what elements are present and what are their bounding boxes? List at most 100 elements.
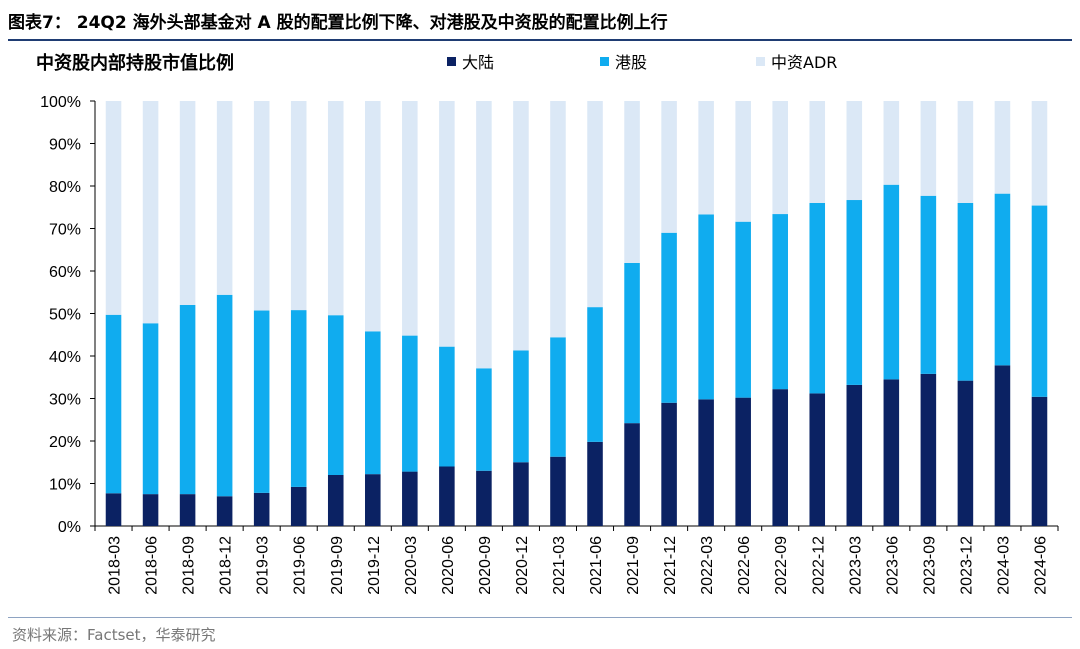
bar-segment-adr <box>402 101 418 336</box>
bar-segment-mainland <box>290 486 307 526</box>
bar-segment-adr <box>735 101 751 222</box>
bar-segment-mainland <box>439 466 455 526</box>
y-tick-label: 0% <box>58 519 81 536</box>
bar-segment-adr <box>846 101 863 201</box>
y-tick-label: 50% <box>49 307 81 324</box>
x-tick-label: 2022-09 <box>773 536 790 595</box>
bar-segment-mainland <box>772 389 788 526</box>
bar-segment-mainland <box>179 494 196 526</box>
bar-segment-hk <box>142 323 159 495</box>
legend-swatch <box>600 57 609 66</box>
x-tick-label: 2022-12 <box>810 536 827 595</box>
source-rule <box>8 617 1072 618</box>
bar-segment-adr <box>994 101 1011 194</box>
bar-segment-mainland <box>809 393 826 526</box>
bar-segment-adr <box>809 101 826 203</box>
legend-label: 大陆 <box>462 53 494 72</box>
source-note: 资料来源：Factset，华泰研究 <box>12 626 216 644</box>
bar-segment-adr <box>883 101 900 185</box>
bar-segment-hk <box>402 335 418 472</box>
bar-segment-hk <box>809 203 826 394</box>
bar-segment-hk <box>994 193 1011 366</box>
y-tick-label: 80% <box>49 179 81 196</box>
figure-title: 图表7： 24Q2 海外头部基金对 A 股的配置比例下降、对港股及中资股的配置比… <box>8 13 668 33</box>
bar-segment-hk <box>216 294 233 497</box>
x-tick-label: 2022-03 <box>699 536 716 595</box>
bar-segment-mainland <box>735 397 751 526</box>
x-tick-label: 2019-03 <box>255 536 272 595</box>
x-tick-label: 2018-03 <box>107 536 124 595</box>
x-tick-label: 2021-09 <box>625 536 642 595</box>
bar-segment-hk <box>698 214 714 400</box>
bar-segment-hk <box>883 184 900 380</box>
bar-segment-hk <box>179 305 196 495</box>
bar-segment-hk <box>587 307 603 442</box>
legend: 大陆 港股 中资ADR <box>447 53 837 72</box>
bar-segment-mainland <box>624 423 640 526</box>
bar-segment-adr <box>365 101 381 332</box>
legend-item-mainland: 大陆 <box>447 53 494 72</box>
bar-segment-mainland <box>365 474 381 526</box>
bar-segment-hk <box>439 346 455 467</box>
x-tick-label: 2024-03 <box>995 536 1012 595</box>
y-axis: 0% 10% 20% 30% 40% 50% 60% 70% 80% 90% 100% <box>40 94 96 536</box>
bar-segment-adr <box>476 101 492 369</box>
bar-segment-adr <box>290 101 307 311</box>
bar-segment-adr <box>698 101 714 215</box>
y-tick-label: 100% <box>40 94 81 111</box>
bar-segment-mainland <box>402 471 418 526</box>
x-tick-label: 2018-12 <box>218 536 235 595</box>
bar-segment-adr <box>253 101 270 311</box>
bar-segment-mainland <box>327 475 344 526</box>
bar-segment-hk <box>920 195 937 374</box>
bar-segment-adr <box>179 101 196 305</box>
bar-segment-hk <box>290 310 307 487</box>
legend-item-hk: 港股 <box>600 53 647 72</box>
x-tick-label: 2020-09 <box>477 536 494 595</box>
bar-segment-adr <box>772 101 788 215</box>
x-tick-label: 2019-09 <box>329 536 346 595</box>
bar-segment-mainland <box>587 441 603 526</box>
bar-segment-adr <box>327 101 344 316</box>
y-tick-label: 30% <box>49 392 81 409</box>
bar-segment-hk <box>476 368 492 471</box>
bar-segment-hk <box>846 200 863 385</box>
title-rule <box>8 39 1072 41</box>
bar-segment-hk <box>772 214 788 390</box>
bar-segment-mainland <box>698 399 714 526</box>
legend-swatch <box>447 57 456 66</box>
bar-segment-mainland <box>957 380 974 526</box>
bar-segment-mainland <box>883 379 900 526</box>
bar-segment-mainland <box>1031 396 1048 526</box>
y-tick-label: 60% <box>49 264 81 281</box>
x-tick-label: 2023-06 <box>884 536 901 595</box>
x-tick-label: 2021-06 <box>588 536 605 595</box>
x-tick-label: 2023-12 <box>958 536 975 595</box>
x-tick-label: 2021-12 <box>662 536 679 595</box>
x-tick-label: 2022-06 <box>736 536 753 595</box>
y-tick-label: 90% <box>49 137 81 154</box>
legend-swatch <box>756 57 765 66</box>
bar-segment-hk <box>1031 205 1048 397</box>
bar-segment-mainland <box>476 470 492 526</box>
bar-segment-hk <box>513 350 529 463</box>
bar-segment-adr <box>439 101 455 347</box>
bar-segment-adr <box>1031 101 1048 206</box>
bar-segment-hk <box>957 203 974 381</box>
x-tick-label: 2020-12 <box>514 536 531 595</box>
bar-segment-adr <box>216 101 233 295</box>
bar-segment-mainland <box>846 384 863 526</box>
bar-segment-hk <box>550 337 566 457</box>
bar-segment-adr <box>957 101 974 203</box>
bar-segment-mainland <box>920 373 937 526</box>
bar-segment-hk <box>735 221 751 398</box>
y-tick-label: 70% <box>49 222 81 239</box>
bar-segment-hk <box>105 314 122 494</box>
bar-segment-adr <box>105 101 122 315</box>
bar-area <box>105 101 1048 526</box>
y-tick-label: 40% <box>49 349 81 366</box>
bar-segment-adr <box>661 101 677 233</box>
bar-segment-mainland <box>513 462 529 526</box>
x-tick-label: 2018-06 <box>144 536 161 595</box>
bar-segment-mainland <box>105 493 122 526</box>
